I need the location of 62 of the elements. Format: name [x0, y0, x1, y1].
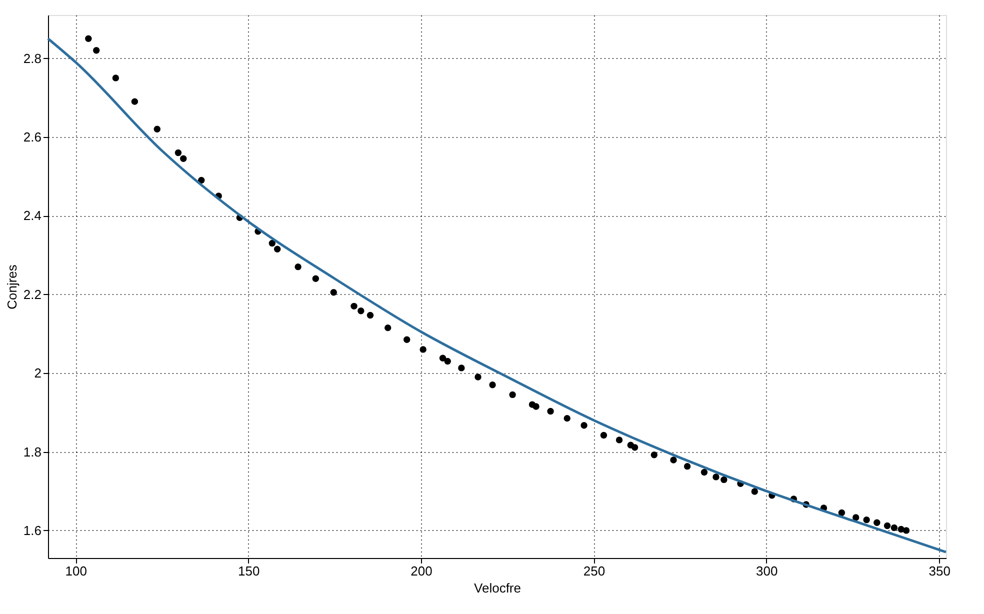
point	[350, 302, 358, 310]
point	[268, 240, 276, 247]
x-tick-label: 200	[410, 564, 432, 578]
point	[404, 336, 410, 343]
point	[670, 456, 677, 464]
x-tick-label: 150	[238, 564, 260, 578]
point	[509, 391, 516, 398]
point	[439, 354, 446, 362]
x-tick-label: 350	[928, 564, 950, 578]
point	[85, 35, 92, 42]
point	[366, 312, 374, 319]
y-axis-title: Conjres	[4, 264, 20, 310]
point	[384, 324, 392, 332]
point	[751, 488, 758, 495]
y-tick-label: 2.2	[23, 286, 42, 302]
point	[312, 275, 320, 282]
point	[650, 452, 658, 458]
point	[712, 474, 720, 480]
y-tick-label: 2.6	[23, 129, 42, 144]
x-tick-label: 100	[65, 564, 87, 578]
point	[444, 358, 451, 365]
point	[902, 527, 910, 534]
point	[420, 346, 426, 353]
point	[720, 476, 728, 484]
point	[874, 519, 880, 526]
point	[131, 98, 138, 105]
y-tick-label: 2.8	[23, 50, 42, 66]
point	[532, 403, 540, 410]
point	[852, 514, 860, 521]
x-tick-label: 300	[756, 564, 778, 578]
x-tick-label: 250	[583, 564, 606, 578]
point	[330, 289, 337, 296]
point	[884, 522, 891, 530]
point	[474, 374, 482, 380]
y-tick-label: 2.4	[23, 208, 42, 224]
point	[174, 149, 182, 156]
line-series	[46, 37, 948, 554]
point	[112, 74, 120, 82]
point	[294, 263, 302, 270]
point	[684, 462, 691, 470]
point	[180, 155, 187, 162]
point	[458, 364, 465, 372]
point	[198, 176, 205, 184]
point	[838, 509, 846, 516]
point	[580, 422, 588, 429]
point	[564, 414, 570, 422]
point	[154, 126, 160, 132]
point	[700, 468, 708, 476]
point	[358, 308, 364, 314]
point	[890, 524, 898, 532]
point	[274, 246, 281, 252]
point	[600, 432, 608, 439]
y-tick-label: 2	[34, 366, 42, 381]
point	[93, 47, 100, 54]
point	[631, 444, 638, 451]
x-axis-title: Velocfre	[474, 580, 521, 596]
y-tick-label: 1.6	[23, 522, 42, 538]
point	[616, 436, 623, 444]
y-tick-label: 1.8	[23, 444, 42, 460]
point	[489, 382, 496, 388]
point	[863, 516, 870, 524]
point	[547, 408, 554, 415]
